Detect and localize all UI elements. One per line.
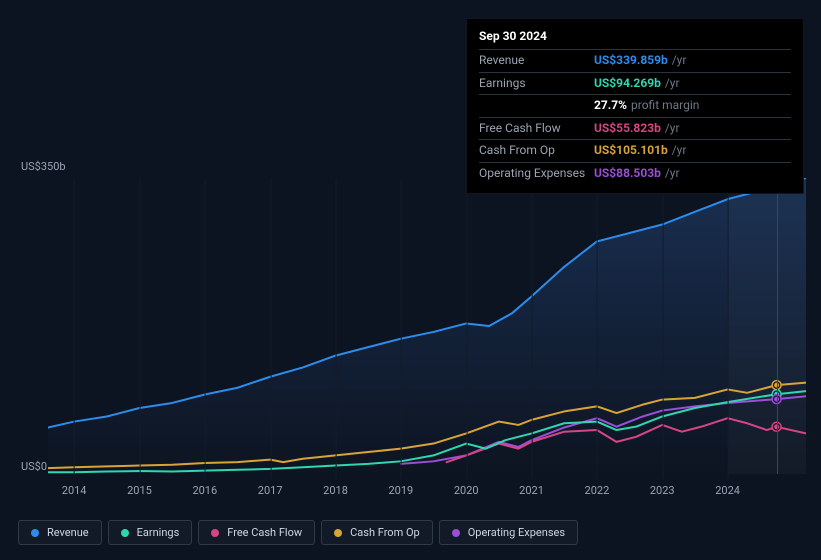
x-tick: 2014 xyxy=(62,484,87,497)
y-axis-max-label: US$350b xyxy=(21,160,66,173)
tooltip-date: Sep 30 2024 xyxy=(479,27,791,50)
legend-item-earnings[interactable]: Earnings xyxy=(108,520,193,545)
x-tick: 2021 xyxy=(519,484,544,497)
tooltip-row-suffix: /yr xyxy=(665,166,680,182)
legend-item-operating_expenses[interactable]: Operating Expenses xyxy=(439,520,578,545)
tooltip-row-value: US$339.859b xyxy=(594,53,668,69)
tooltip-row-label: Operating Expenses xyxy=(479,166,594,182)
x-axis-ticks: 2014 2015 2016 2017 2018 2019 2020 2021 2022 2023… xyxy=(48,484,806,500)
legend-label: Earnings xyxy=(137,526,180,539)
tooltip-row: Operating ExpensesUS$88.503b/yr xyxy=(479,163,791,185)
legend-dot xyxy=(211,529,219,537)
chart-svg xyxy=(48,178,806,474)
tooltip-row-label: Revenue xyxy=(479,53,594,69)
x-tick: 2023 xyxy=(650,484,675,497)
tooltip-row-label: Cash From Op xyxy=(479,143,594,159)
y-axis-min-label: US$0 xyxy=(21,460,47,473)
x-tick: 2019 xyxy=(388,484,413,497)
tooltip-row-suffix: /yr xyxy=(672,143,687,159)
tooltip-row-value: US$88.503b xyxy=(594,166,661,182)
tooltip-row-suffix: /yr xyxy=(665,121,680,137)
legend-item-free_cash_flow[interactable]: Free Cash Flow xyxy=(198,520,315,545)
legend-dot xyxy=(452,529,460,537)
legend-item-cash_from_op[interactable]: Cash From Op xyxy=(321,520,433,545)
chart-plot-area[interactable] xyxy=(48,178,806,474)
tooltip-row: Cash From OpUS$105.101b/yr xyxy=(479,140,791,163)
x-tick: 2022 xyxy=(585,484,610,497)
tooltip-rows: RevenueUS$339.859b/yrEarningsUS$94.269b/… xyxy=(479,50,791,185)
tooltip-row-value: US$55.823b xyxy=(594,121,661,137)
tooltip-row: Free Cash FlowUS$55.823b/yr xyxy=(479,118,791,141)
tooltip-row-label: Earnings xyxy=(479,76,594,92)
x-tick: 2018 xyxy=(323,484,348,497)
tooltip-row-label: Free Cash Flow xyxy=(479,121,594,137)
legend-dot xyxy=(334,529,342,537)
legend-label: Revenue xyxy=(47,526,89,539)
x-tick: 2017 xyxy=(258,484,283,497)
x-tick: 2015 xyxy=(127,484,152,497)
tooltip-row-suffix: /yr xyxy=(672,53,687,69)
legend-label: Cash From Op xyxy=(350,526,420,539)
tooltip-row-value: US$105.101b xyxy=(594,143,668,159)
legend-dot xyxy=(121,529,129,537)
x-tick: 2020 xyxy=(454,484,479,497)
legend-item-revenue[interactable]: Revenue xyxy=(18,520,102,545)
tooltip-row-extra: 27.7% profit margin xyxy=(479,95,791,118)
vertical-marker xyxy=(777,178,778,474)
tooltip-box: Sep 30 2024 RevenueUS$339.859b/yrEarning… xyxy=(466,18,804,194)
x-tick: 2024 xyxy=(715,484,740,497)
legend-dot xyxy=(31,529,39,537)
legend-label: Operating Expenses xyxy=(468,526,565,539)
tooltip-row: EarningsUS$94.269b/yr xyxy=(479,73,791,96)
tooltip-row-value: US$94.269b xyxy=(594,76,661,92)
legend-label: Free Cash Flow xyxy=(227,526,302,539)
tooltip-row: RevenueUS$339.859b/yr xyxy=(479,50,791,73)
legend: Revenue Earnings Free Cash Flow Cash From O… xyxy=(18,520,578,545)
x-tick: 2016 xyxy=(192,484,217,497)
tooltip-row-suffix: /yr xyxy=(665,76,680,92)
